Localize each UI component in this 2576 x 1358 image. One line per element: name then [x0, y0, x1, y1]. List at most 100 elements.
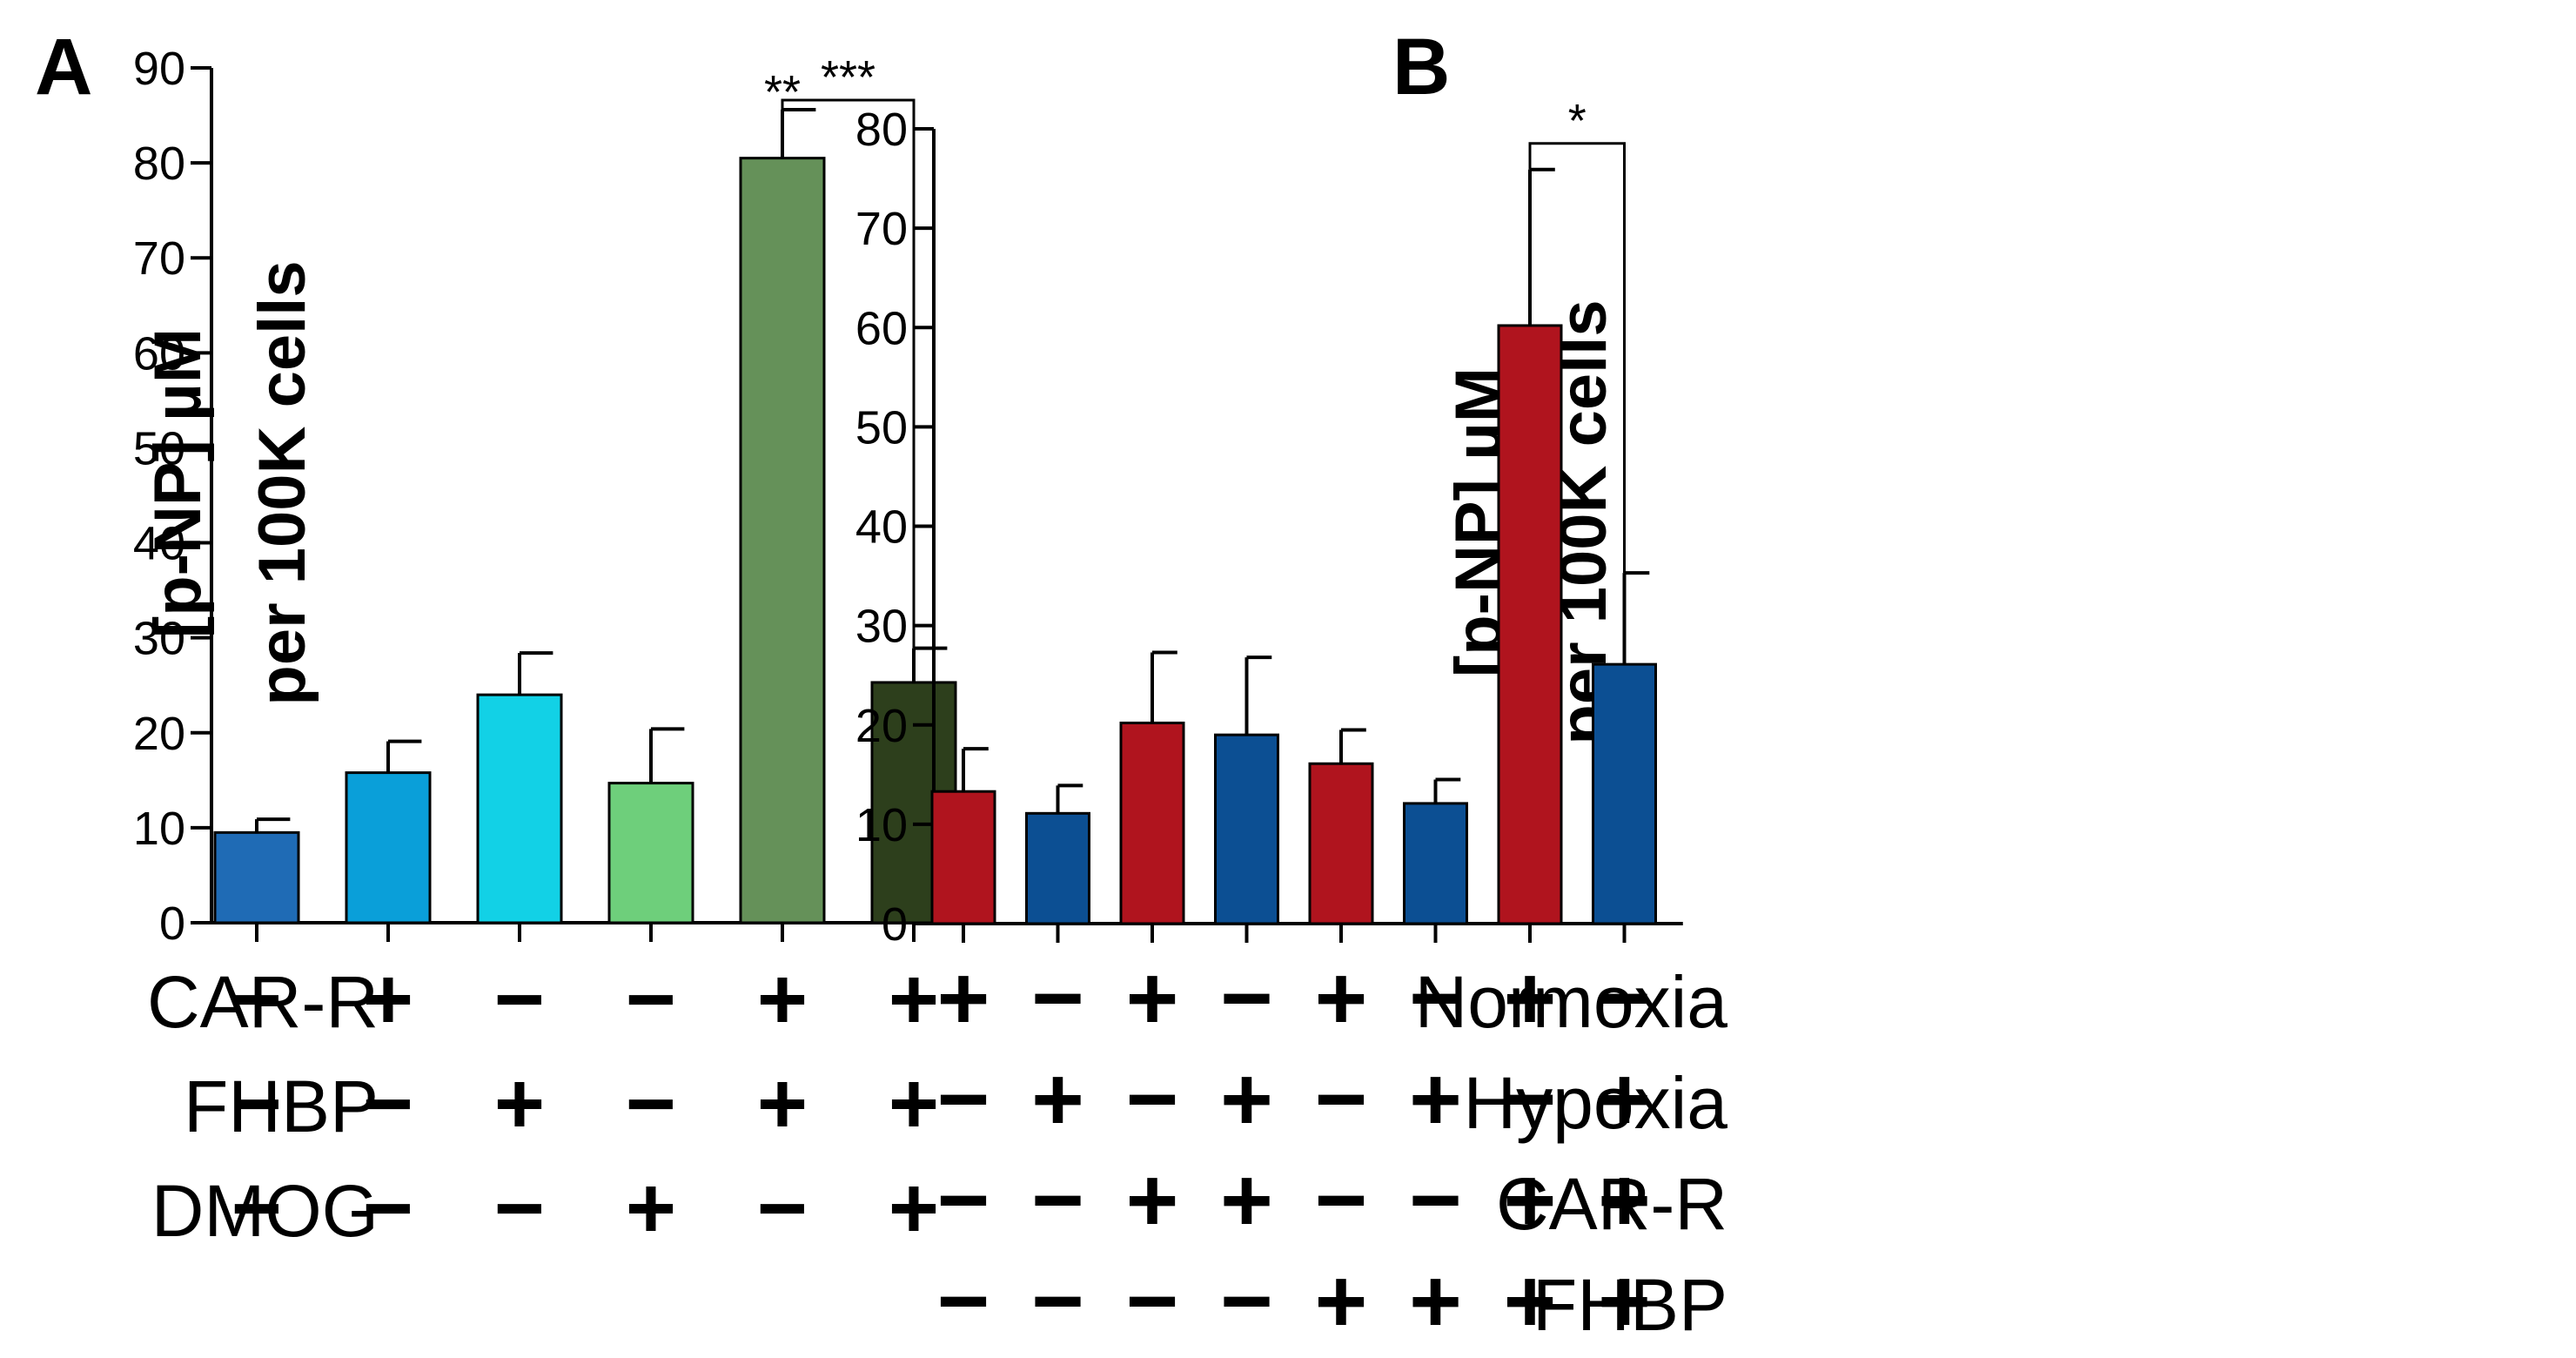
panel-b-factor-sign: +	[1031, 1049, 1084, 1150]
panel-b-factor-sign: −	[1315, 1150, 1368, 1251]
panel-b-factor-sign: +	[1126, 948, 1179, 1049]
panel-b-factor-label: FHBP	[1533, 1264, 1727, 1346]
panel-b-ytick-label: 60	[855, 302, 908, 354]
panel-a-factor-sign: −	[626, 951, 676, 1048]
panel-b-bars	[930, 167, 1657, 943]
panel-b-bar	[1403, 802, 1468, 925]
panel-a-ytick-label: 0	[159, 897, 185, 950]
panel-b-factor-label: Hypoxia	[1464, 1062, 1728, 1144]
panel-a-ytick-label: 60	[133, 327, 185, 380]
panel-a-significance-label: ***	[821, 51, 875, 104]
panel-b-ytick-label: 10	[855, 799, 908, 851]
panel-b-factor-label: CAR-R	[1496, 1163, 1727, 1245]
panel-b-factor-sign: −	[1504, 1049, 1557, 1150]
panel-a-ylabel-line2: per 100K cells	[245, 260, 319, 705]
panel-b-factor-sign: −	[1220, 1251, 1273, 1352]
panel-b-factor-sign: −	[937, 1251, 990, 1352]
panel-b-factor-sign: −	[1031, 948, 1084, 1049]
panel-b-significance: *	[1528, 95, 1626, 574]
panel-b: B [p-NP] µM per 100K cells 0102030405060…	[855, 23, 1727, 1352]
panel-b-factor-sign: −	[1031, 1150, 1084, 1251]
panel-b-factor-sign: −	[1409, 948, 1462, 1049]
panel-a-factor-label: FHBP	[184, 1066, 379, 1147]
panel-b-bar	[1214, 733, 1279, 925]
panel-a-ytick-label: 70	[133, 232, 185, 285]
panel-b-factor-sign: −	[1409, 1150, 1462, 1251]
panel-a-factor-sign: +	[757, 1055, 808, 1153]
panel-b-ytick-label: 50	[855, 401, 908, 454]
panel-a-factor-sign: +	[494, 1055, 545, 1153]
panel-b-ytick-label: 80	[855, 104, 908, 156]
panel-a-ytick-label: 20	[133, 708, 185, 760]
panel-a-significance: ** ***	[764, 51, 916, 649]
panel-b-factor-sign: −	[1126, 1049, 1179, 1150]
panel-b-bar	[1025, 811, 1090, 925]
panel-b-factor-label: Normoxia	[1415, 961, 1728, 1043]
panel-b-factor-table: Normoxia+ − + − + − + −Hypoxia− + − + − + − +CAR-R− − + +…	[937, 948, 1728, 1352]
panel-b-significance-bracket	[1528, 142, 1626, 574]
panel-a-bar	[345, 771, 432, 924]
panel-b-factor-sign: −	[1220, 948, 1273, 1049]
panel-b-ytick-label: 20	[855, 700, 908, 752]
panel-b-factor-sign: −	[937, 1049, 990, 1150]
panel-b-label: B	[1392, 23, 1450, 111]
panel-b-bar	[1497, 324, 1563, 925]
panel-a-bar	[213, 830, 300, 924]
panel-a-factor-label: CAR-R	[147, 961, 379, 1043]
panel-a-factor-sign: +	[889, 1160, 939, 1257]
panel-b-factor-sign: −	[1126, 1251, 1179, 1352]
panel-b-factor-sign: +	[1598, 1150, 1651, 1251]
panel-b-factor-sign: +	[1409, 1049, 1462, 1150]
panel-b-factor-sign: +	[1598, 1251, 1651, 1352]
panel-a-bar	[739, 157, 826, 924]
panel-b-ytick-label: 0	[882, 898, 908, 951]
panel-a-bar	[607, 782, 694, 924]
panel-b-bar	[930, 790, 996, 925]
panel-a-ytick-label: 50	[133, 422, 185, 474]
panel-b-bar	[1592, 662, 1657, 925]
panel-b-bar	[1119, 721, 1185, 925]
panel-a-ylabel: [p-NP] µM per 100K cells	[141, 260, 319, 705]
panel-a-ytick-label: 40	[133, 518, 185, 570]
panel-a-axes: 0 10 20 30 40 50 60 70 80 90	[133, 43, 996, 950]
panel-a-factor-sign: −	[626, 1055, 676, 1153]
panel-a-bars	[213, 108, 957, 942]
panel-b-significance-label: *	[1568, 95, 1587, 147]
panel-b-ytick-label: 40	[855, 501, 908, 554]
panel-b-factor-sign: −	[1598, 948, 1651, 1049]
panel-a-factor-sign: −	[363, 1055, 413, 1153]
panel-a-factor-sign: −	[757, 1160, 808, 1257]
panel-a-factor-sign: +	[626, 1160, 676, 1257]
panel-b-bar	[1308, 762, 1374, 925]
panel-a-factor-table: CAR-R− + − − + +FHBP− − + − + +DMOG− − − + − +	[147, 951, 939, 1257]
panel-a-factor-sign: −	[494, 951, 545, 1048]
panel-a-ytick-label: 30	[133, 613, 185, 665]
panel-b-factor-sign: +	[1409, 1251, 1462, 1352]
panel-a-significance-bracket	[781, 98, 916, 649]
panel-a-factor-sign: −	[231, 1055, 282, 1153]
panel-b-factor-sign: −	[1031, 1251, 1084, 1352]
panel-b-factor-sign: +	[1504, 1150, 1557, 1251]
panel-a: A [p-NP] µM per 100K cells 0 10 20 30 40 50 60…	[35, 23, 996, 1257]
panel-a-ytick-label: 10	[133, 803, 185, 855]
panel-b-factor-sign: +	[1504, 1251, 1557, 1352]
panel-b-ytick-label: 30	[855, 601, 908, 653]
panel-b-factor-sign: −	[937, 1150, 990, 1251]
panel-b-factor-sign: +	[1220, 1049, 1273, 1150]
panel-b-factor-sign: +	[1126, 1150, 1179, 1251]
panel-a-factor-sign: −	[231, 951, 282, 1048]
panel-a-factor-label: DMOG	[151, 1170, 379, 1252]
panel-b-factor-sign: +	[937, 948, 990, 1049]
panel-a-label: A	[35, 23, 92, 111]
panel-b-factor-sign: +	[1220, 1150, 1273, 1251]
panel-b-factor-sign: −	[1315, 1049, 1368, 1150]
panel-b-factor-sign: +	[1315, 948, 1368, 1049]
panel-a-factor-sign: −	[363, 1160, 413, 1257]
panel-a-factor-sign: +	[363, 951, 413, 1048]
panel-b-factor-sign: +	[1504, 948, 1557, 1049]
panel-a-factor-sign: +	[757, 951, 808, 1048]
panel-b-ytick-label: 70	[855, 203, 908, 255]
panel-a-factor-sign: −	[494, 1160, 545, 1257]
panel-b-factor-sign: +	[1598, 1049, 1651, 1150]
